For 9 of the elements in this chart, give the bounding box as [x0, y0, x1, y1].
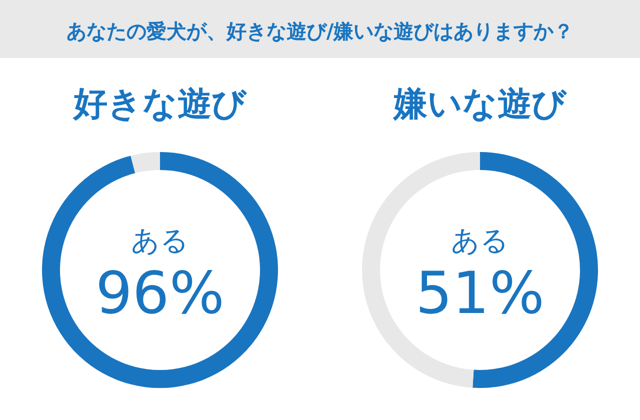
- donut-slice: [42, 152, 278, 388]
- text: あなたの愛犬が、好きな遊び/嫌いな遊びはありますか？: [66, 19, 574, 43]
- donut-slice: [130, 152, 160, 174]
- slice-label: ある: [451, 224, 509, 257]
- data-label: 51%: [416, 259, 544, 327]
- slice-label: ある: [131, 224, 189, 257]
- chart-title: 嫌いな遊び: [392, 84, 568, 124]
- data-label: 96%: [96, 259, 224, 327]
- chart-title: 好きな遊び: [72, 84, 248, 124]
